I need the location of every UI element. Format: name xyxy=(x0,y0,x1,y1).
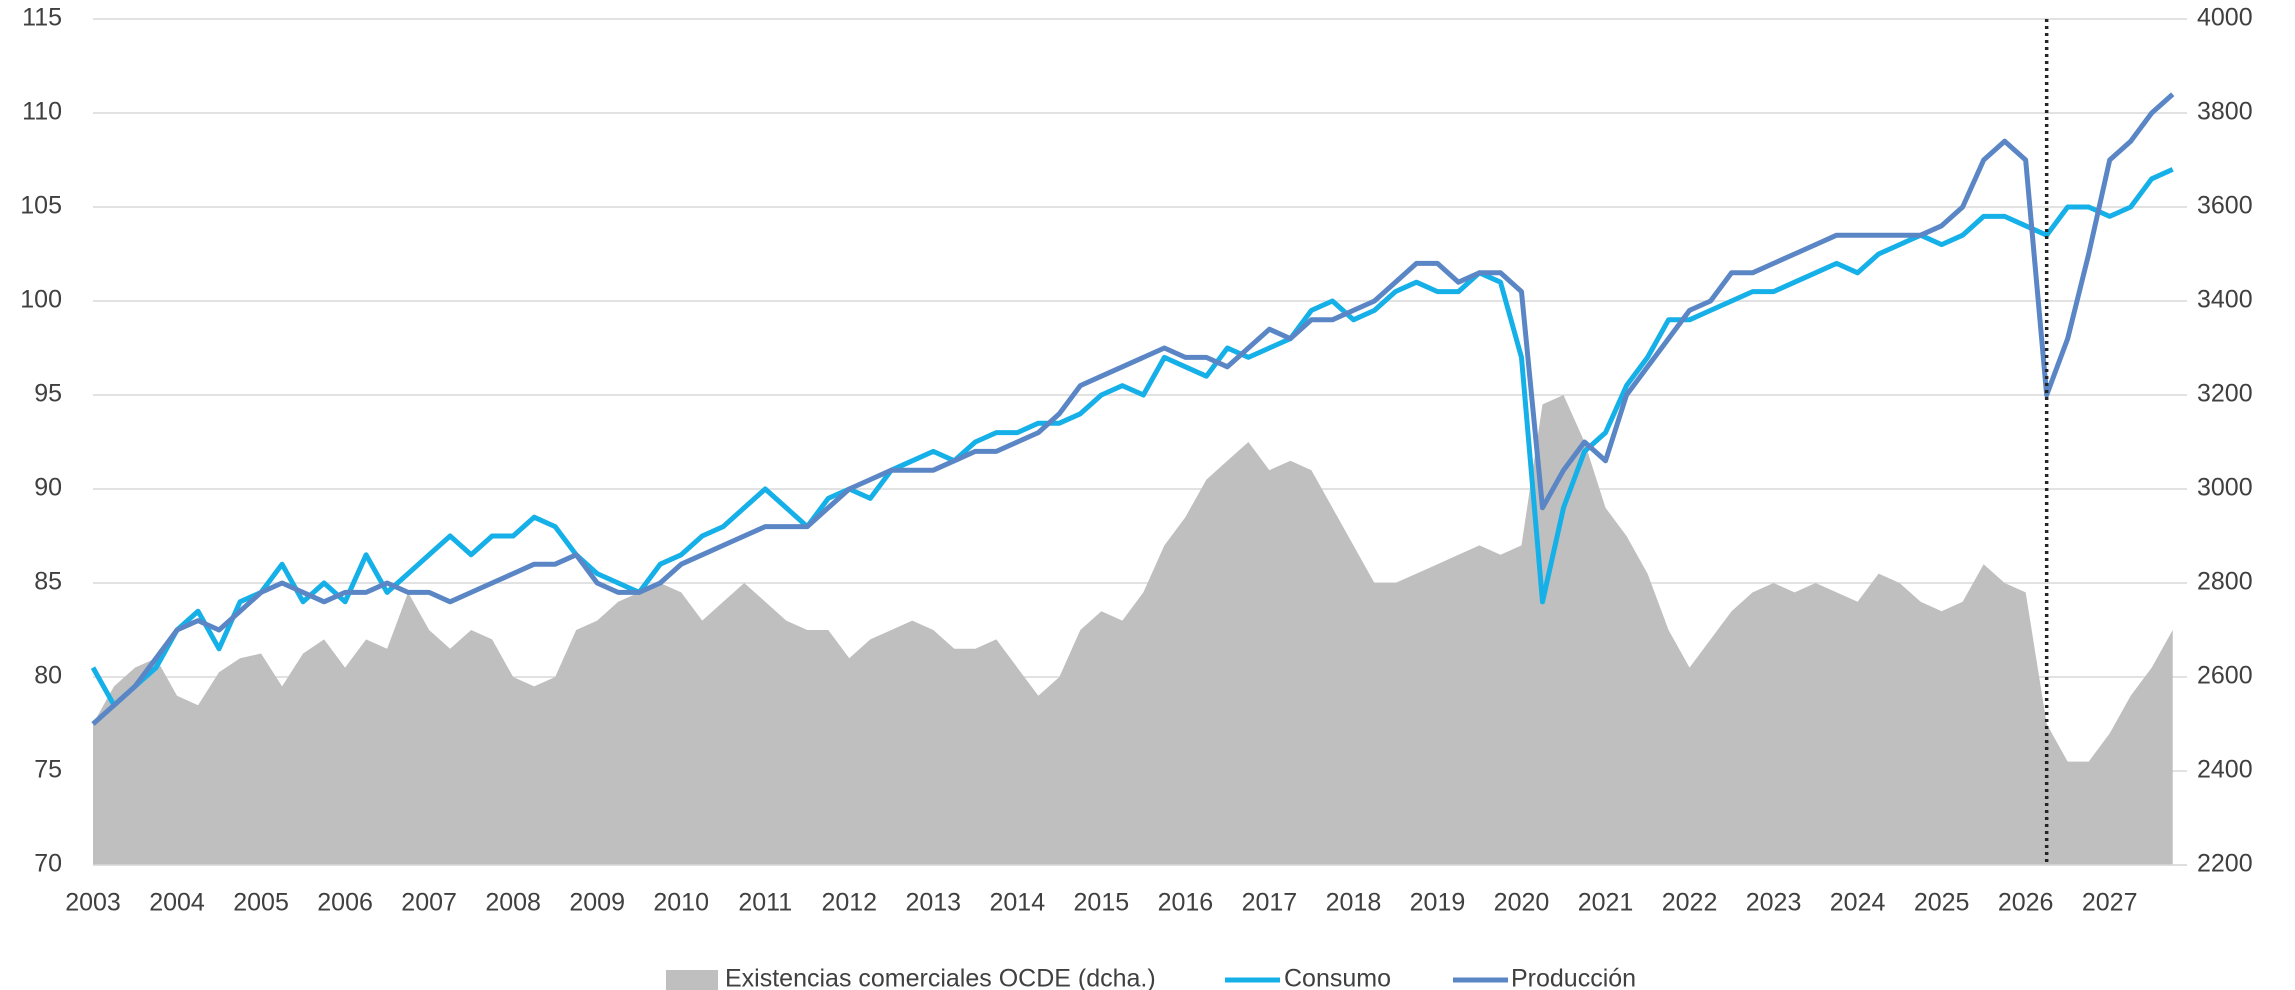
y2-tick-label: 3200 xyxy=(2197,380,2253,408)
x-tick-label: 2004 xyxy=(149,889,205,917)
y2-tick-label: 2600 xyxy=(2197,662,2253,690)
legend-label: Consumo xyxy=(1284,965,1391,990)
x-tick-label: 2020 xyxy=(1494,889,1550,917)
legend-label: Existencias comerciales OCDE (dcha.) xyxy=(725,965,1156,990)
y2-tick-label: 3600 xyxy=(2197,192,2253,220)
y-tick-label: 75 xyxy=(34,756,62,784)
line xyxy=(90,167,2174,708)
x-tick-label: 2019 xyxy=(1410,889,1466,917)
x-tick-label: 2025 xyxy=(1914,889,1970,917)
x-tick-label: 2008 xyxy=(485,889,541,917)
y-tick-label: 85 xyxy=(34,568,62,596)
x-tick-label: 2010 xyxy=(653,889,709,917)
x-tick-label: 2016 xyxy=(1158,889,1214,917)
line xyxy=(91,92,2175,726)
y2-tick-label: 3800 xyxy=(2197,98,2253,126)
x-tick-label: 2021 xyxy=(1578,889,1634,917)
x-tick-label: 2027 xyxy=(2082,889,2138,917)
x-tick-label: 2006 xyxy=(317,889,373,917)
x-tick-label: 2018 xyxy=(1326,889,1382,917)
x-tick-label: 2023 xyxy=(1746,889,1802,917)
x-tick-label: 2014 xyxy=(990,889,1046,917)
x-tick-label: 2012 xyxy=(821,889,877,917)
legend-swatch xyxy=(666,970,718,990)
x-tick-label: 2022 xyxy=(1662,889,1718,917)
y-tick-label: 115 xyxy=(22,4,62,32)
x-tick-label: 2003 xyxy=(65,889,121,917)
y2-tick-label: 4000 xyxy=(2197,4,2253,32)
legend-label: Producción xyxy=(1511,965,1636,990)
area xyxy=(93,395,2173,865)
y2-tick-label: 2800 xyxy=(2197,568,2253,596)
y-tick-label: 110 xyxy=(22,98,62,126)
y-tick-label: 105 xyxy=(20,192,62,220)
x-tick-label: 2017 xyxy=(1242,889,1298,917)
x-tick-label: 2005 xyxy=(233,889,289,917)
y2-tick-label: 3000 xyxy=(2197,474,2253,502)
y-tick-label: 95 xyxy=(34,380,62,408)
x-tick-label: 2024 xyxy=(1830,889,1886,917)
y-tick-label: 90 xyxy=(34,474,62,502)
y-tick-label: 80 xyxy=(34,662,62,690)
y2-tick-label: 3400 xyxy=(2197,286,2253,314)
y2-tick-label: 2400 xyxy=(2197,756,2253,784)
y-tick-label: 100 xyxy=(20,286,62,314)
x-tick-label: 2026 xyxy=(1998,889,2054,917)
y2-tick-label: 2200 xyxy=(2197,850,2253,878)
x-tick-label: 2011 xyxy=(738,889,792,917)
x-tick-label: 2007 xyxy=(401,889,457,917)
y-tick-label: 70 xyxy=(34,850,62,878)
x-tick-label: 2009 xyxy=(569,889,625,917)
x-tick-label: 2015 xyxy=(1074,889,1130,917)
x-tick-label: 2013 xyxy=(905,889,961,917)
